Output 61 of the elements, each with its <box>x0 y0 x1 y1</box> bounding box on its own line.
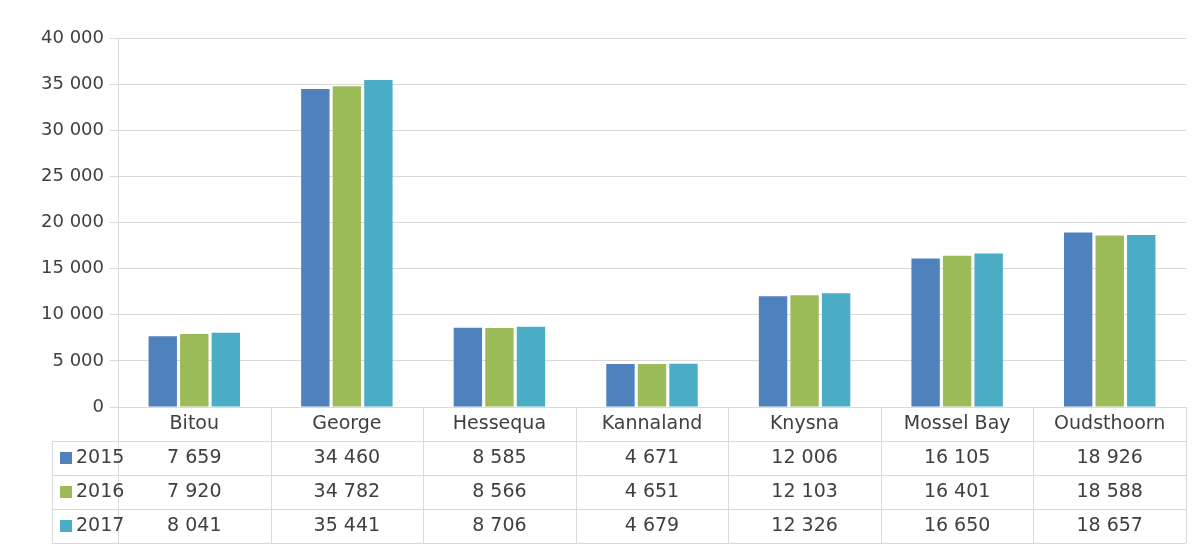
x-tick-label: George <box>312 411 382 434</box>
bar <box>485 327 514 407</box>
bar <box>148 336 177 407</box>
data-label: 34 782 <box>313 478 381 501</box>
bar <box>453 327 483 407</box>
y-tick-label: 10 000 <box>41 302 104 324</box>
data-label: 34 460 <box>313 444 381 467</box>
data-label: 35 441 <box>313 512 381 535</box>
legend-label: 2015 <box>76 444 125 467</box>
legend-label: 2017 <box>76 512 125 535</box>
data-label: 7 659 <box>167 444 222 467</box>
x-tick-label: Oudsthoorn <box>1054 411 1166 434</box>
x-tick-label: Hessequa <box>452 411 547 434</box>
data-label: 8 041 <box>167 512 222 535</box>
data-label: 18 926 <box>1076 444 1143 467</box>
bar <box>606 363 635 407</box>
data-label: 8 566 <box>472 478 527 501</box>
y-tick-label: 40 000 <box>41 25 104 47</box>
data-label: 12 006 <box>771 444 838 467</box>
data-label: 16 401 <box>923 478 991 501</box>
bar <box>669 363 698 407</box>
bar <box>1063 232 1093 407</box>
data-label: 4 679 <box>624 512 680 535</box>
data-label: 18 588 <box>1076 478 1143 501</box>
data-label: 18 657 <box>1076 512 1143 535</box>
bar <box>942 255 972 407</box>
data-label: 4 651 <box>624 478 680 501</box>
y-tick-label: 20 000 <box>41 210 104 232</box>
legend-label: 2016 <box>76 478 125 501</box>
bar <box>974 253 1003 407</box>
data-label: 4 671 <box>624 444 680 467</box>
bar <box>790 295 819 407</box>
data-label: 12 326 <box>771 512 838 535</box>
bar <box>1095 235 1124 407</box>
bar <box>637 364 667 407</box>
bar <box>516 326 546 407</box>
x-tick-label: Bitou <box>169 411 219 434</box>
data-label: 12 103 <box>771 478 838 501</box>
data-label: 16 105 <box>923 444 991 467</box>
data-label: 8 585 <box>472 444 527 467</box>
y-tick-label: 15 000 <box>41 256 104 278</box>
bar <box>1127 234 1156 407</box>
x-tick-label: Kannaland <box>601 411 703 434</box>
bar <box>911 258 940 407</box>
x-tick-label: Knysna <box>769 411 840 434</box>
bar <box>180 333 209 407</box>
x-tick-label: Mossel Bay <box>903 411 1011 434</box>
bar <box>821 293 851 407</box>
bar <box>332 86 362 407</box>
y-tick-label: 35 000 <box>41 71 104 93</box>
y-tick-label: 30 000 <box>41 117 104 139</box>
y-tick-label: 25 000 <box>41 164 104 186</box>
data-label: 16 650 <box>923 512 991 535</box>
y-tick-label: 5 000 <box>52 348 104 370</box>
y-tick-label: 0 <box>92 394 104 416</box>
bar <box>211 332 241 407</box>
data-label: 8 706 <box>472 512 527 535</box>
bar <box>301 89 330 407</box>
bar <box>758 296 788 407</box>
bar <box>364 80 393 407</box>
data-label: 7 920 <box>167 478 222 501</box>
